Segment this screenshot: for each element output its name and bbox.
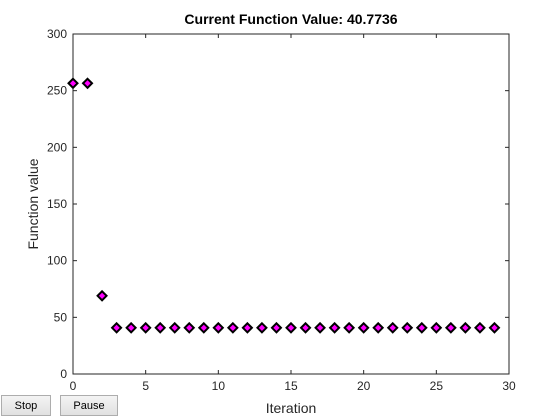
data-points (67, 77, 501, 334)
data-point (285, 321, 297, 334)
data-point (81, 77, 94, 90)
axes-box (72, 33, 510, 375)
data-point (168, 321, 181, 334)
data-point (328, 321, 341, 334)
data-point (357, 321, 370, 334)
y-tick-label: 50 (54, 310, 68, 324)
y-axis-label: Function value (25, 158, 41, 249)
data-point (241, 321, 254, 334)
data-point (430, 321, 443, 334)
x-tick-label: 20 (357, 379, 371, 393)
y-tick-label: 150 (47, 197, 67, 211)
data-point (372, 321, 385, 334)
data-point (474, 321, 486, 334)
data-point (110, 321, 123, 334)
data-point (96, 289, 108, 302)
data-point (139, 321, 152, 334)
data-point (212, 321, 225, 334)
y-tick-label: 100 (47, 254, 67, 268)
data-point (183, 321, 196, 334)
data-point (67, 77, 79, 90)
data-point (444, 321, 457, 334)
y-tick-label: 300 (47, 27, 67, 41)
x-tick-label: 30 (502, 379, 516, 393)
data-point (197, 321, 210, 334)
x-tick-label: 10 (212, 379, 226, 393)
x-axis-label: Iteration (266, 400, 317, 416)
data-point (125, 321, 138, 334)
data-point (314, 321, 326, 334)
data-point (488, 321, 501, 334)
data-point (299, 321, 312, 334)
data-point (256, 321, 268, 334)
chart-title: Current Function Value: 40.7736 (184, 11, 397, 27)
pause-button[interactable]: Pause (60, 395, 118, 416)
data-point (415, 321, 428, 334)
y-tick-label: 200 (47, 140, 67, 154)
data-point (343, 321, 356, 334)
data-point (401, 321, 414, 334)
x-tick-label: 15 (284, 379, 298, 393)
data-point (459, 321, 472, 334)
data-point (270, 321, 283, 334)
y-tick-label: 250 (47, 84, 67, 98)
x-tick-label: 5 (142, 379, 149, 393)
stop-button[interactable]: Stop (1, 395, 51, 416)
x-tick-label: 0 (70, 379, 77, 393)
y-tick-label: 0 (60, 367, 67, 381)
data-point (226, 321, 239, 334)
data-point (154, 321, 167, 334)
data-point (386, 321, 399, 334)
x-tick-label: 25 (430, 379, 444, 393)
